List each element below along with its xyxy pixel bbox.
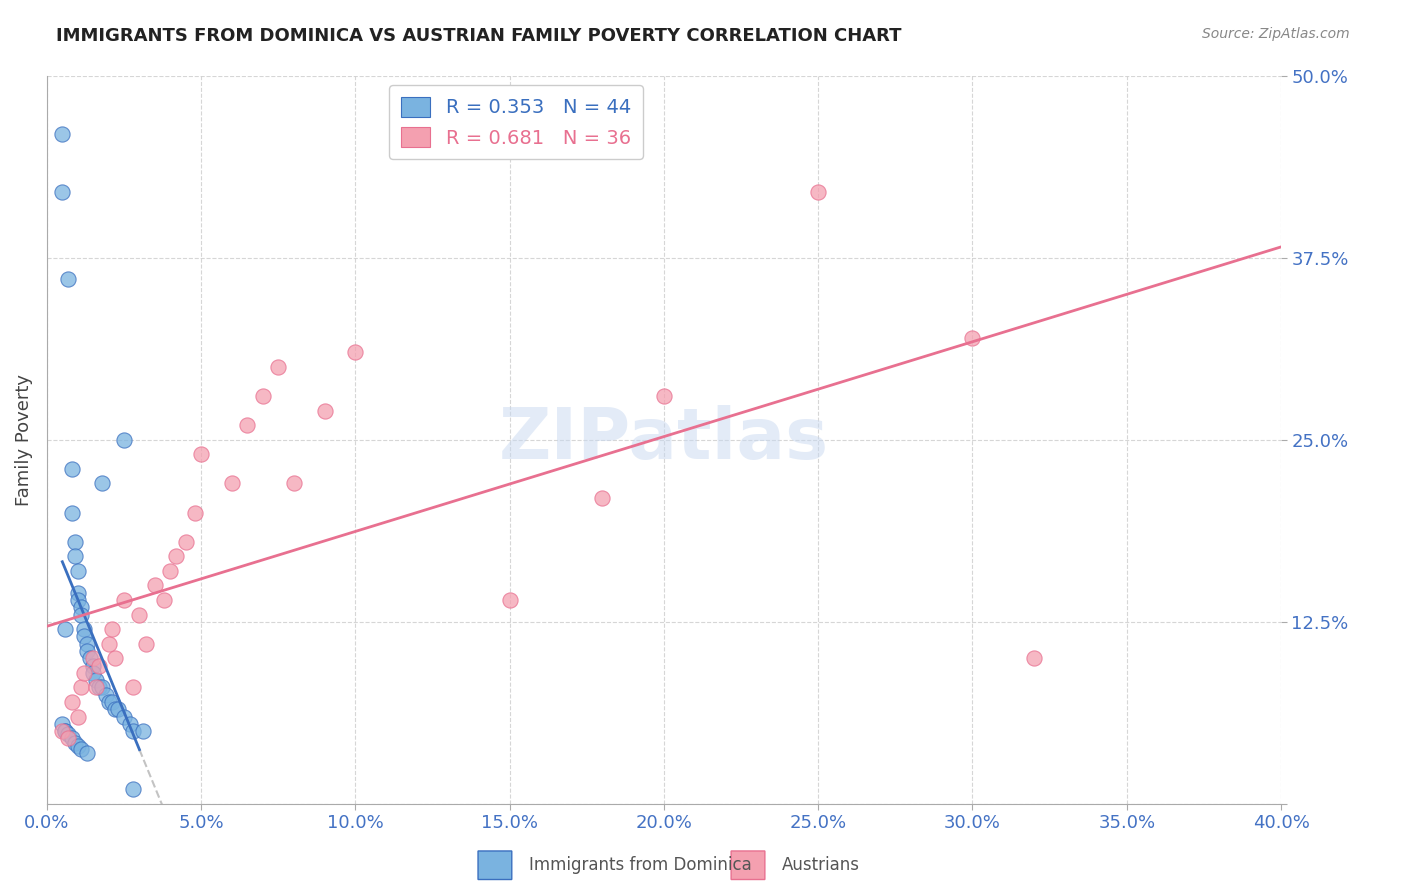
Point (100, 622, 122, 636)
Point (76, 637, 98, 651)
Legend: R = 0.353   N = 44, R = 0.681   N = 36: R = 0.353 N = 44, R = 0.681 N = 36 (389, 86, 643, 160)
Point (63, 549, 86, 564)
Point (120, 716, 142, 731)
Point (166, 549, 188, 564)
Point (100, 695, 122, 709)
Point (63, 534, 86, 549)
Point (58, 727, 80, 741)
Point (63, 736, 86, 750)
Point (66, 709, 89, 723)
Point (60, 731, 83, 746)
Point (314, 403, 336, 417)
Text: IMMIGRANTS FROM DOMINICA VS AUSTRIAN FAMILY POVERTY CORRELATION CHART: IMMIGRANTS FROM DOMINICA VS AUSTRIAN FAM… (56, 27, 901, 45)
Point (66, 593, 89, 607)
Text: Immigrants from Dominica: Immigrants from Dominica (529, 856, 751, 874)
Point (122, 681, 145, 695)
Point (104, 702, 127, 716)
Point (84, 673, 107, 687)
Point (499, 593, 522, 607)
Text: Source: ZipAtlas.com: Source: ZipAtlas.com (1202, 27, 1350, 41)
Point (73, 622, 96, 636)
Point (252, 389, 274, 403)
Point (91, 681, 114, 695)
Point (51, 185, 73, 199)
Point (55, 724, 77, 739)
Point (66, 585, 89, 599)
FancyBboxPatch shape (731, 851, 765, 880)
Point (60, 506, 83, 520)
Point (69, 607, 91, 622)
Point (69, 741, 91, 756)
Point (82, 658, 104, 673)
Point (104, 651, 127, 665)
Point (76, 644, 98, 658)
Point (94, 688, 117, 702)
Point (1024, 651, 1046, 665)
Point (221, 476, 243, 491)
Point (807, 185, 830, 199)
Point (267, 359, 290, 374)
Point (283, 476, 305, 491)
Point (55, 622, 77, 636)
Point (51, 724, 73, 739)
Point (60, 462, 83, 476)
Point (122, 724, 145, 739)
Point (73, 629, 96, 643)
Point (135, 637, 157, 651)
Point (143, 578, 166, 592)
Point (51, 716, 73, 731)
Point (112, 433, 135, 447)
Point (190, 447, 212, 461)
Point (69, 681, 91, 695)
Point (174, 534, 197, 549)
Text: ZIPatlas: ZIPatlas (499, 405, 830, 475)
FancyBboxPatch shape (478, 851, 512, 880)
Point (89, 658, 111, 673)
Point (91, 476, 114, 491)
Point (60, 695, 83, 709)
Point (112, 593, 135, 607)
Point (55, 724, 77, 739)
Point (962, 331, 984, 345)
Point (184, 506, 207, 520)
Point (97, 637, 120, 651)
Point (76, 746, 98, 760)
Point (73, 665, 96, 680)
Point (51, 127, 73, 141)
Point (58, 731, 80, 746)
Point (82, 665, 104, 680)
Point (107, 702, 129, 716)
Point (591, 491, 613, 505)
Point (652, 389, 675, 403)
Point (66, 564, 89, 578)
Point (153, 593, 176, 607)
Point (122, 782, 145, 797)
Text: Austrians: Austrians (782, 856, 859, 874)
Point (58, 272, 80, 286)
Point (82, 651, 104, 665)
Point (69, 600, 91, 615)
Point (131, 724, 153, 739)
Point (97, 695, 120, 709)
Point (236, 418, 259, 433)
Point (66, 739, 89, 753)
Point (128, 607, 150, 622)
Point (344, 345, 367, 359)
Y-axis label: Family Poverty: Family Poverty (15, 374, 32, 506)
Point (89, 681, 111, 695)
Point (112, 709, 135, 723)
Point (84, 681, 107, 695)
Point (159, 564, 181, 578)
Point (79, 651, 101, 665)
